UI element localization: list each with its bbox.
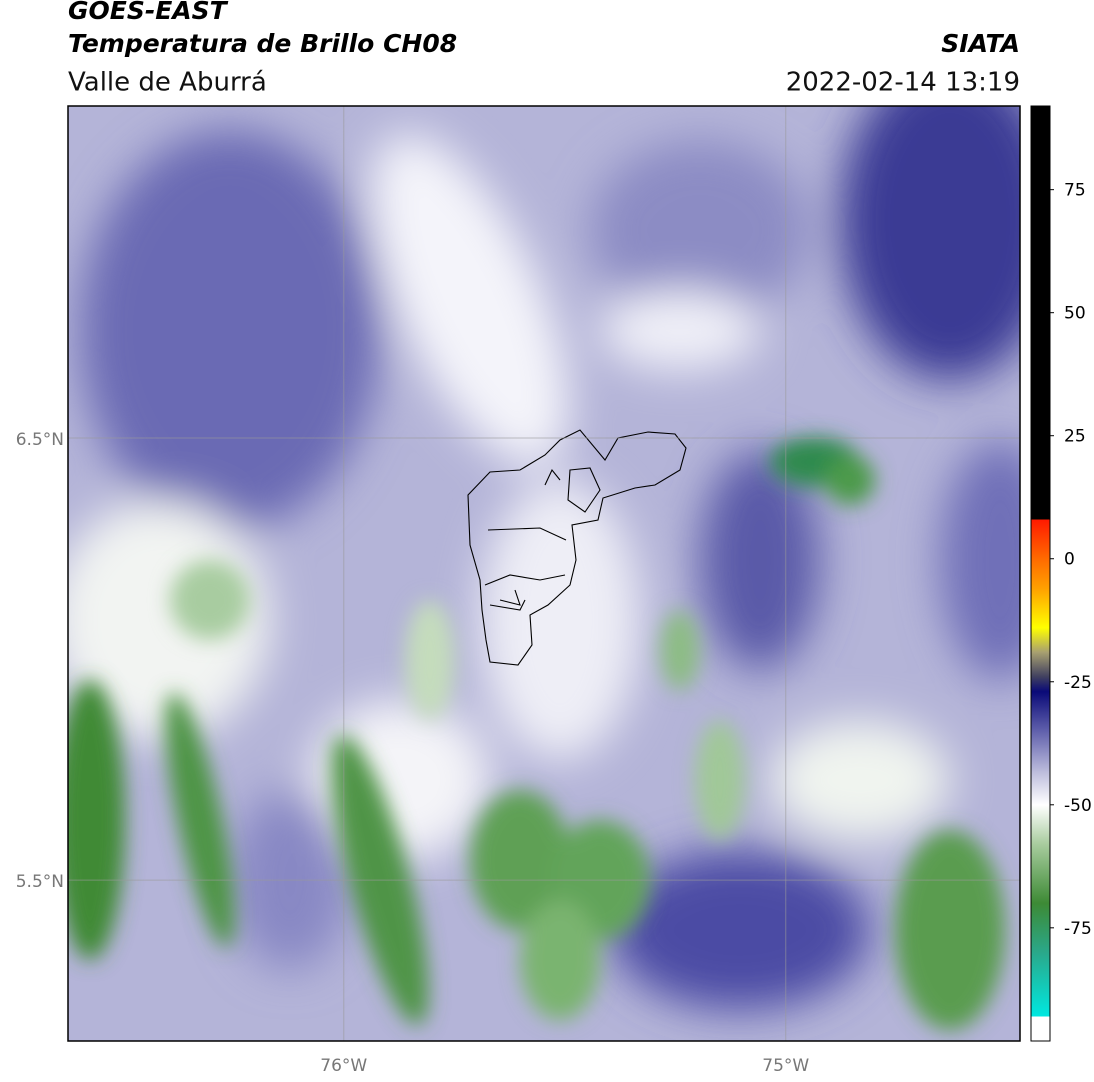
colorbar-tick-label: 50	[1064, 304, 1086, 324]
colorbar-tick-label: -25	[1064, 673, 1092, 693]
colorbar-fill	[1030, 105, 1051, 1042]
map-frame	[67, 105, 1021, 1042]
y-tick-label: 6.5°N	[16, 430, 64, 450]
colorbar-tick-label: 25	[1064, 427, 1086, 447]
satellite-image	[68, 106, 1020, 1041]
colorbar-tick-label: -75	[1064, 919, 1092, 939]
title: GOES-EAST	[68, 0, 229, 25]
datetime: 2022-02-14 13:19	[786, 68, 1020, 98]
grid	[68, 106, 1020, 1041]
colorbar-tick-label: 75	[1064, 181, 1086, 201]
colorbar: 75 50 25 0 -25 -50 -75	[1030, 105, 1092, 1042]
colorbar-tick-label: 0	[1064, 550, 1075, 570]
source: SIATA	[941, 29, 1020, 58]
x-tick-label: 76°W	[320, 1056, 367, 1076]
colorbar-tick-label: -50	[1064, 796, 1092, 816]
region: Valle de Aburrá	[68, 68, 267, 98]
y-tick-label: 5.5°N	[16, 872, 64, 892]
subtitle: Temperatura de Brillo CH08	[68, 29, 457, 58]
valley-boundary	[467, 429, 687, 666]
x-tick-label: 75°W	[762, 1056, 809, 1076]
